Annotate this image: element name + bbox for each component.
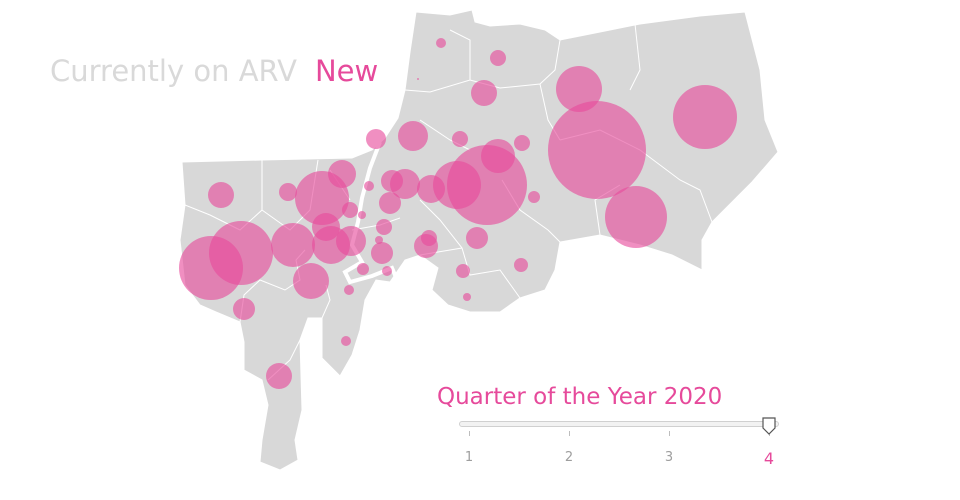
slider-handle[interactable]: [762, 417, 776, 435]
case-bubbles: [179, 38, 737, 389]
case-bubble[interactable]: [433, 161, 481, 209]
slider-tick-label-2[interactable]: 2: [564, 450, 574, 465]
case-bubble[interactable]: [375, 236, 383, 244]
case-bubble[interactable]: [456, 264, 470, 278]
case-bubble[interactable]: [179, 236, 243, 300]
case-bubble[interactable]: [673, 85, 737, 149]
case-bubble[interactable]: [342, 202, 358, 218]
slider-tick: [569, 431, 570, 436]
page-title: Currently on ARV New: [50, 54, 378, 88]
case-bubble[interactable]: [556, 66, 602, 112]
case-bubble[interactable]: [366, 129, 386, 149]
case-bubble[interactable]: [293, 263, 329, 299]
case-bubble[interactable]: [364, 181, 374, 191]
case-bubble[interactable]: [279, 183, 297, 201]
title-prefix: Currently on ARV: [50, 54, 297, 88]
case-bubble[interactable]: [336, 226, 366, 256]
case-bubble[interactable]: [376, 219, 392, 235]
slider-tick-label-3[interactable]: 3: [664, 450, 674, 465]
case-bubble[interactable]: [514, 258, 528, 272]
case-bubble[interactable]: [436, 38, 446, 48]
case-bubble[interactable]: [548, 101, 646, 199]
case-bubble[interactable]: [271, 223, 315, 267]
case-bubble[interactable]: [417, 175, 445, 203]
slider-tick-label-4[interactable]: 4: [763, 449, 775, 468]
case-bubble[interactable]: [381, 170, 403, 192]
case-bubble[interactable]: [398, 121, 428, 151]
case-bubble[interactable]: [463, 293, 471, 301]
case-bubble[interactable]: [357, 263, 369, 275]
case-bubble[interactable]: [341, 336, 351, 346]
case-bubble[interactable]: [266, 363, 292, 389]
case-bubble[interactable]: [417, 78, 419, 80]
case-bubble[interactable]: [358, 211, 366, 219]
case-bubble[interactable]: [295, 171, 349, 225]
case-bubble[interactable]: [233, 298, 255, 320]
slider-track[interactable]: [459, 421, 779, 427]
case-bubble[interactable]: [471, 80, 497, 106]
case-bubble[interactable]: [371, 242, 393, 264]
case-bubble[interactable]: [208, 182, 234, 208]
case-bubble[interactable]: [414, 234, 438, 258]
title-status[interactable]: New: [314, 54, 379, 88]
case-bubble[interactable]: [452, 131, 468, 147]
case-bubble[interactable]: [528, 191, 540, 203]
slider-tick-label-1[interactable]: 1: [464, 450, 474, 465]
slider-title: Quarter of the Year 2020: [437, 384, 723, 410]
case-bubble[interactable]: [490, 50, 506, 66]
case-bubble[interactable]: [382, 266, 392, 276]
slider-tick: [669, 431, 670, 436]
case-bubble[interactable]: [344, 285, 354, 295]
case-bubble[interactable]: [379, 192, 401, 214]
slider-tick: [469, 431, 470, 436]
case-bubble[interactable]: [466, 227, 488, 249]
case-bubble[interactable]: [605, 186, 667, 248]
case-bubble[interactable]: [514, 135, 530, 151]
